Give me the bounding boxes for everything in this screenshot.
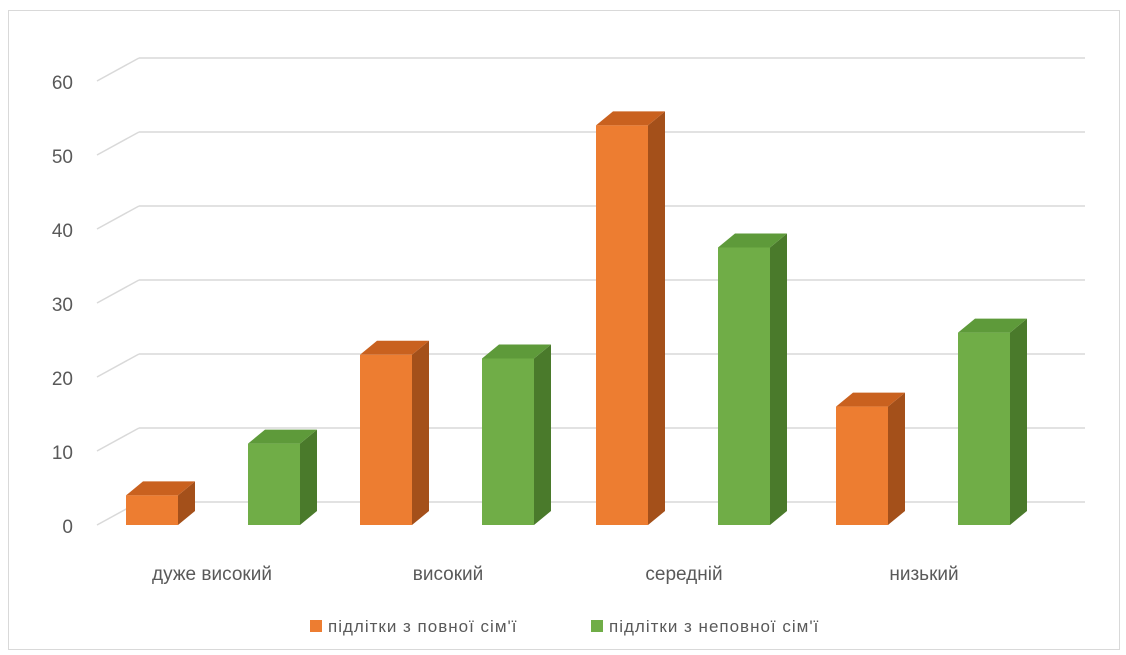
bars-layer <box>126 111 1027 526</box>
bar-s0-c1 <box>360 340 429 525</box>
bar-front <box>718 247 770 525</box>
bar-front <box>126 495 178 525</box>
x-tick-label: високий <box>413 564 484 585</box>
y-tick-label: 0 <box>62 517 73 538</box>
bar-top <box>248 429 317 444</box>
x-tick-label: низький <box>889 564 958 585</box>
y-axis-ticks: 0 10 20 30 40 50 60 <box>52 73 73 538</box>
y-tick-label: 50 <box>52 147 73 168</box>
bar-side <box>648 111 665 526</box>
legend-label: підлітки з неповної сім'ї <box>609 617 819 636</box>
y-tick-label: 10 <box>52 443 73 464</box>
legend-label: підлітки з повної сім'ї <box>328 617 517 636</box>
legend-swatch <box>591 620 603 632</box>
y-tick-label: 30 <box>52 295 73 316</box>
bar-front <box>248 443 300 525</box>
x-axis-ticks: дуже високий високий середній низький <box>152 564 959 585</box>
y-tick-label: 60 <box>52 73 73 94</box>
bar-side <box>412 340 429 525</box>
bar-side <box>178 481 195 525</box>
bar-top <box>126 481 195 496</box>
bar-front <box>596 125 648 526</box>
legend-swatch <box>310 620 322 632</box>
gridline-diagonal <box>96 205 140 230</box>
bar-s1-c3 <box>958 318 1027 525</box>
x-tick-label: дуже високий <box>152 564 272 585</box>
y-tick-label: 40 <box>52 221 73 242</box>
chart-frame <box>8 10 1120 650</box>
bar-s0-c2 <box>596 111 665 526</box>
y-tick-label: 20 <box>52 369 73 390</box>
gridline-diagonal <box>96 427 140 452</box>
gridline-diagonal <box>96 279 140 304</box>
bar-top <box>836 392 905 407</box>
bar-front <box>958 332 1010 525</box>
bar-s0-c3 <box>836 392 905 525</box>
legend: підлітки з повної сім'ї підлітки з неповн… <box>310 617 819 636</box>
bar-top <box>482 344 551 359</box>
bar-side <box>534 344 551 525</box>
gridline-diagonal <box>96 57 140 82</box>
bar-top <box>360 340 429 355</box>
bar-s0-c0 <box>126 481 195 525</box>
grid-layer <box>96 57 1085 526</box>
bar-front <box>360 354 412 525</box>
bar-top <box>958 318 1027 333</box>
bar-s1-c0 <box>248 429 317 525</box>
bar-s1-c2 <box>718 233 787 525</box>
bar-top <box>718 233 787 248</box>
bar-top <box>596 111 665 126</box>
gridline-diagonal <box>96 131 140 156</box>
bar-front <box>482 358 534 525</box>
bar-side <box>888 392 905 525</box>
bar-side <box>300 429 317 525</box>
gridline-diagonal <box>96 353 140 378</box>
bar-front <box>836 406 888 525</box>
bar-side <box>1010 318 1027 525</box>
x-tick-label: середній <box>645 564 722 585</box>
bar-s1-c1 <box>482 344 551 525</box>
bar-side <box>770 233 787 525</box>
